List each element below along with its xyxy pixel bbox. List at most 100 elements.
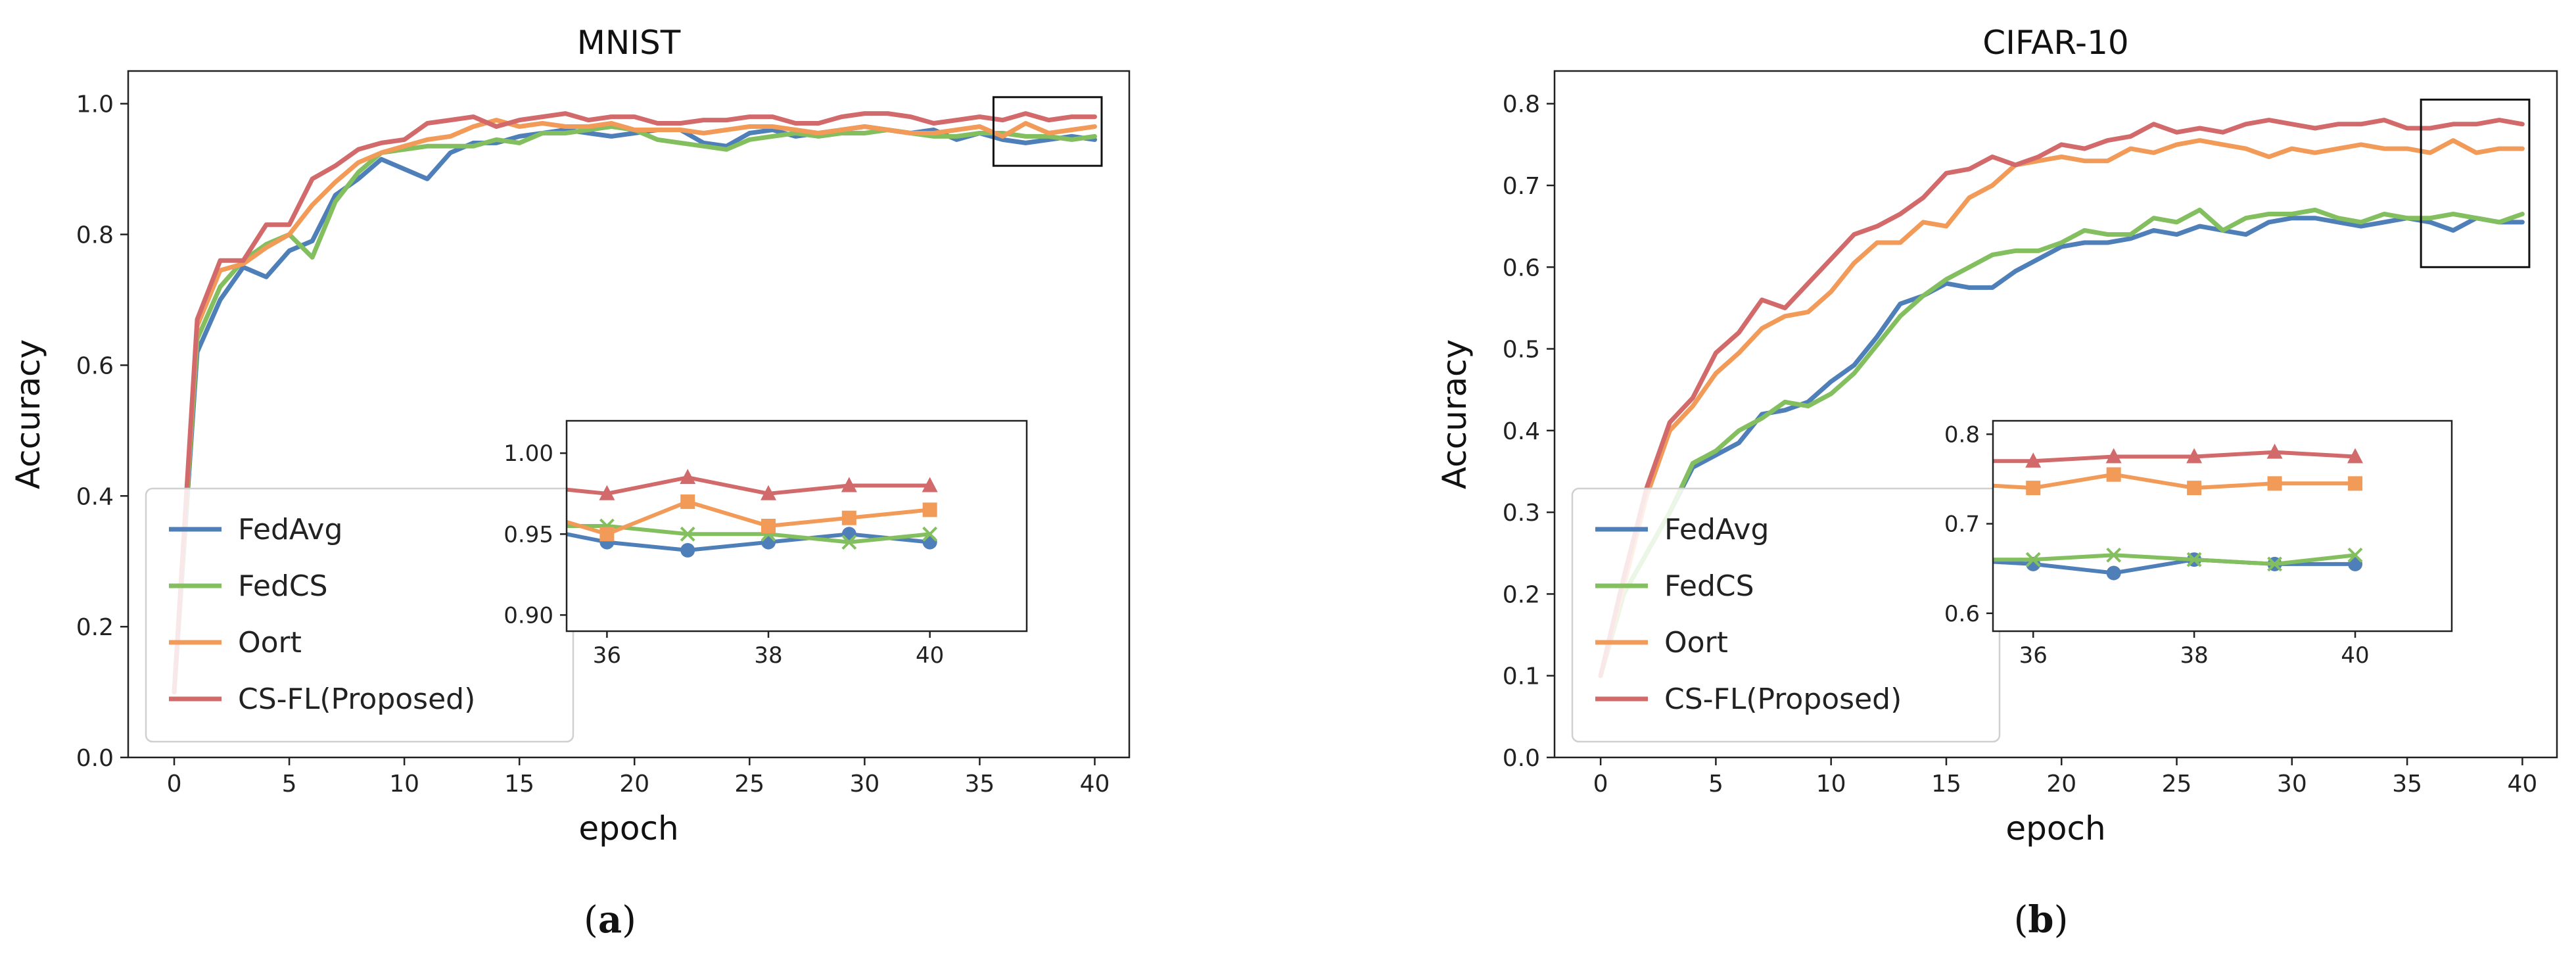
inset-line-oort — [567, 500, 930, 537]
series-group — [1598, 118, 2525, 679]
caption-a: (a) — [584, 898, 636, 942]
x-tick-label: 30 — [2277, 771, 2307, 798]
x-tick-label: 30 — [849, 771, 879, 798]
marker-fedcs — [841, 535, 857, 550]
inset-y-tick-label: 0.6 — [1944, 601, 1980, 627]
y-axis-label: Accuracy — [1436, 339, 1474, 489]
inset-background — [1993, 421, 2452, 631]
series-group — [172, 111, 1097, 695]
x-tick-label: 15 — [504, 771, 534, 798]
marker-oort — [680, 494, 695, 510]
legend-label-oort: Oort — [1664, 626, 1728, 659]
inset-background — [567, 421, 1027, 631]
inset-series-group — [1993, 443, 2364, 581]
legend-label-fedcs: FedCS — [1664, 569, 1754, 603]
inset-x-tick-label: 36 — [593, 642, 621, 669]
marker-cs-fl-proposed — [2186, 448, 2203, 464]
series-line-oort — [1598, 138, 2525, 679]
inset-line-fedavg — [567, 532, 930, 552]
marker-oort — [2187, 481, 2202, 496]
x-tick-label: 5 — [1708, 771, 1723, 798]
marker-oort — [761, 519, 776, 533]
marker-cs-fl-proposed — [599, 485, 615, 500]
legend-label-fedavg: FedAvg — [238, 513, 342, 546]
plot-frame — [1553, 70, 2558, 759]
marker-fedcs — [2025, 552, 2041, 567]
inset-x-tick-label: 40 — [2341, 642, 2369, 669]
plot-frame — [127, 70, 1131, 759]
inset: 36 38 40 0.90 0.95 1.00 — [503, 419, 1028, 669]
x-tick-label: 20 — [619, 771, 649, 798]
chart-title: MNIST — [577, 24, 681, 62]
inset-line-cs-fl-proposed — [567, 475, 930, 496]
marker-oort — [841, 510, 856, 525]
inset-line-oort — [1993, 472, 2356, 490]
marker-fedcs — [2106, 547, 2122, 563]
inset: 36 38 40 0.6 0.7 0.8 — [1944, 419, 2453, 669]
marker-fedavg — [2106, 565, 2121, 581]
inset-x-tick-label: 38 — [2180, 642, 2209, 669]
y-tick-label: 0.6 — [1503, 254, 1540, 281]
marker-oort — [2026, 481, 2041, 496]
y-tick-label: 0.0 — [1503, 745, 1540, 772]
marker-fedcs — [680, 526, 695, 542]
legend-label-cs-fl-proposed: CS-FL(Proposed) — [1664, 682, 1902, 716]
chart-title: CIFAR-10 — [1982, 24, 2128, 62]
marker-fedavg — [761, 535, 776, 550]
legend-label-fedcs: FedCS — [238, 569, 328, 603]
inset-x-tick-label: 40 — [916, 642, 944, 669]
inset-line-fedcs — [1993, 553, 2356, 566]
y-tick-label: 0.2 — [1503, 581, 1540, 608]
series-line-fedcs — [1598, 207, 2525, 679]
caption-b: (b) — [2014, 898, 2069, 942]
legend-label-fedavg: FedAvg — [1664, 513, 1769, 546]
x-tick-label: 20 — [2046, 771, 2076, 798]
inset-line-cs-fl-proposed — [1993, 450, 2356, 464]
inset-y-tick-label: 1.00 — [503, 441, 553, 467]
marker-cs-fl-proposed — [2347, 448, 2364, 464]
y-axis-label: Accuracy — [9, 339, 47, 489]
inset-y-tick-label: 0.8 — [1944, 421, 1980, 448]
marker-cs-fl-proposed — [922, 477, 938, 492]
x-tick-label: 35 — [965, 771, 995, 798]
marker-oort — [599, 527, 615, 542]
legend-label-oort: Oort — [238, 626, 302, 659]
y-tick-label: 0.2 — [76, 614, 114, 641]
x-tick-label: 10 — [389, 771, 419, 798]
y-tick-label: 0.8 — [76, 222, 114, 249]
x-tick-label: 35 — [2392, 771, 2422, 798]
series-line-cs-fl-proposed — [172, 111, 1097, 695]
inset-line-fedcs — [567, 524, 930, 544]
y-tick-label: 0.5 — [1503, 337, 1540, 364]
chart-mnist: MNIST epoch Accuracy 0 5 10 15 20 25 30 35 40 0.0 0.2… — [9, 24, 1131, 848]
x-tick-label: 0 — [167, 771, 182, 798]
marker-oort — [2348, 476, 2363, 491]
y-tick-label: 0.6 — [76, 352, 114, 379]
y-tick-label: 1.0 — [76, 91, 114, 118]
y-tick-label: 0.4 — [1503, 418, 1540, 445]
marker-cs-fl-proposed — [761, 485, 777, 500]
marker-cs-fl-proposed — [680, 469, 696, 485]
x-tick-label: 10 — [1816, 771, 1846, 798]
inset-series-group — [567, 469, 938, 558]
y-tick-label: 0.0 — [76, 745, 114, 772]
series-line-oort — [172, 118, 1097, 695]
y-tick-label: 0.3 — [1503, 500, 1540, 527]
marker-cs-fl-proposed — [2025, 452, 2042, 468]
x-tick-label: 25 — [734, 771, 764, 798]
marker-fedavg — [922, 535, 937, 550]
marker-cs-fl-proposed — [2266, 443, 2283, 459]
marker-fedcs — [2267, 556, 2283, 572]
marker-cs-fl-proposed — [841, 477, 857, 492]
y-tick-label: 0.4 — [76, 483, 114, 510]
inset-frame — [565, 419, 1028, 633]
y-tick-label: 0.7 — [1503, 173, 1540, 200]
legend-label-cs-fl-proposed: CS-FL(Proposed) — [238, 682, 475, 716]
marker-cs-fl-proposed — [2105, 448, 2122, 464]
x-tick-label: 40 — [2508, 771, 2538, 798]
marker-fedcs — [922, 526, 938, 542]
x-tick-label: 40 — [1080, 771, 1110, 798]
marker-fedavg — [841, 527, 856, 542]
inset-x-tick-label: 38 — [754, 642, 782, 669]
